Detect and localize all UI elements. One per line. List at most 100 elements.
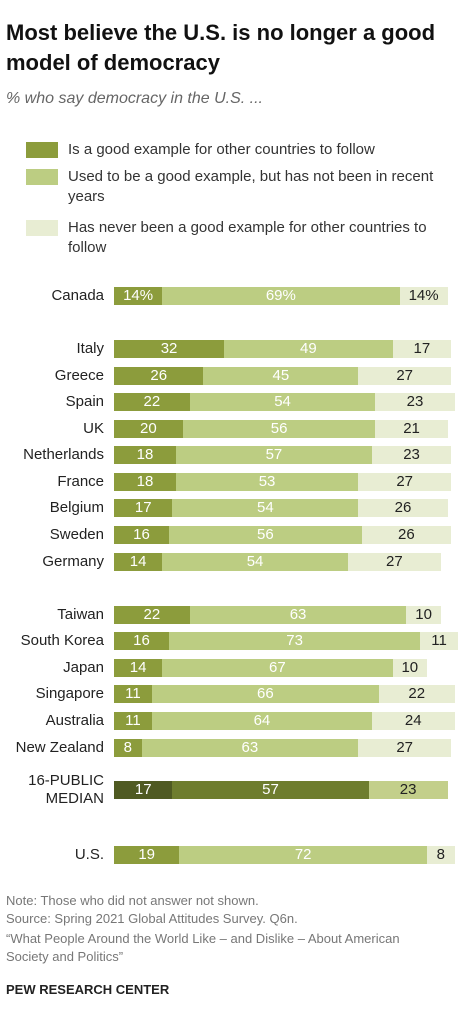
bar: [182, 420, 376, 438]
bar: [372, 446, 452, 464]
bar: [378, 685, 455, 703]
bar: [179, 846, 428, 864]
value-label: 45: [272, 367, 290, 384]
chart-title: Most believe the U.S. is no longer a goo…: [6, 20, 436, 75]
category-label: Spain: [65, 393, 104, 410]
bar: [114, 526, 170, 544]
value-label: 66: [257, 685, 274, 702]
bar: [420, 632, 458, 650]
value-label: 18: [136, 446, 154, 463]
value-label: 22: [143, 393, 161, 410]
value-label: 14: [129, 659, 147, 676]
value-label: 63: [241, 739, 259, 756]
note: “What People Around the World Like – and…: [6, 931, 400, 964]
bar: [162, 287, 400, 305]
bar: [114, 632, 170, 650]
category-label: South Korea: [20, 632, 104, 649]
value-label: 14%: [123, 287, 154, 304]
note: Note: Those who did not answer not shown…: [6, 893, 259, 908]
bar: [114, 499, 173, 517]
value-label: 22: [408, 685, 426, 702]
value-label: 73: [286, 632, 303, 649]
value-label: 24: [404, 712, 422, 729]
value-label: 16: [133, 632, 150, 649]
bar: [151, 712, 372, 730]
value-label: 17: [134, 499, 152, 516]
value-label: 26: [150, 367, 168, 384]
bar: [114, 712, 152, 730]
legend-label: Is a good example for other countries to…: [68, 141, 375, 158]
value-label: 64: [253, 712, 271, 729]
value-label: 54: [257, 499, 274, 516]
value-label: 63: [289, 606, 307, 623]
value-label: 10: [415, 606, 432, 623]
bar: [114, 393, 190, 411]
bar: [169, 526, 362, 544]
value-label: 14: [129, 553, 147, 570]
category-label: Germany: [42, 553, 104, 570]
credit: PEW RESEARCH CENTER: [6, 982, 170, 997]
bar: [114, 553, 163, 571]
value-label: 20: [140, 420, 157, 437]
chart-subtitle: % who say democracy in the U.S. ...: [6, 90, 263, 107]
bar: [169, 632, 421, 650]
value-label: 67: [269, 659, 286, 676]
category-label: U.S.: [74, 846, 104, 863]
bar: [358, 473, 452, 491]
bar: [392, 659, 428, 677]
value-label: 57: [265, 446, 283, 463]
bar: [358, 739, 452, 757]
value-label: 19: [138, 846, 156, 863]
bar: [172, 781, 369, 799]
note: Source: Spring 2021 Global Attitudes Sur…: [6, 911, 298, 926]
bar: [175, 446, 372, 464]
value-label: 49: [300, 340, 317, 357]
value-label: 27: [396, 739, 414, 756]
legend-label: Has never been a good example for other …: [68, 219, 427, 256]
bar: [114, 340, 225, 358]
bar: [392, 340, 452, 358]
bar: [162, 659, 393, 677]
category-label: New Zealand: [15, 739, 104, 756]
value-label: 23: [399, 781, 417, 798]
category-label: Singapore: [35, 685, 104, 702]
value-label: 54: [246, 553, 264, 570]
value-label: 57: [262, 781, 279, 798]
category-label: Sweden: [49, 526, 104, 543]
bar: [114, 685, 152, 703]
value-label: 69%: [265, 287, 296, 304]
bar: [399, 287, 448, 305]
value-label: 53: [258, 473, 276, 490]
category-label: Netherlands: [23, 446, 104, 463]
bar: [114, 473, 176, 491]
value-label: 11: [431, 632, 447, 649]
value-label: 11: [125, 712, 141, 729]
value-label: 56: [257, 526, 274, 543]
category-label: Greece: [54, 367, 104, 384]
bar: [224, 340, 393, 358]
bar: [114, 420, 183, 438]
legend-swatch: [26, 169, 58, 185]
bar: [372, 712, 455, 730]
category-label: Canada: [51, 287, 104, 304]
value-label: 27: [396, 473, 414, 490]
bar: [114, 739, 142, 757]
category-label: Taiwan: [57, 606, 104, 623]
value-label: 72: [294, 846, 312, 863]
bar: [361, 526, 452, 544]
value-label: 56: [270, 420, 288, 437]
value-label: 11: [125, 685, 141, 702]
category-label: Italy: [76, 340, 104, 357]
value-label: 23: [403, 446, 420, 463]
bar: [141, 739, 359, 757]
category-label: France: [57, 473, 104, 490]
bar: [114, 446, 176, 464]
bar: [172, 499, 359, 517]
value-label: 26: [394, 499, 412, 516]
bar: [368, 781, 448, 799]
value-label: 27: [396, 367, 414, 384]
value-label: 26: [398, 526, 415, 543]
value-label: 23: [406, 393, 424, 410]
value-label: 17: [413, 340, 431, 357]
value-label: 10: [401, 659, 419, 676]
